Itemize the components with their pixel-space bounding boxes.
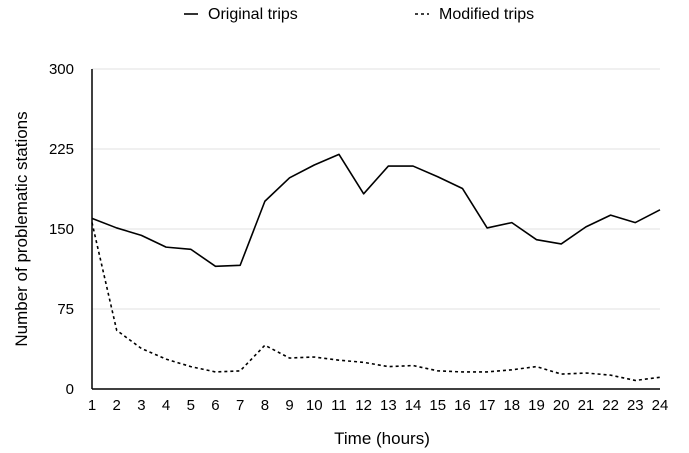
x-tick-label: 5 <box>187 397 195 414</box>
x-tick-label: 21 <box>578 397 595 414</box>
x-tick-label: 18 <box>503 397 520 414</box>
x-tick-label: 15 <box>429 397 446 414</box>
x-tick-label: 14 <box>405 397 422 414</box>
y-tick-label: 0 <box>66 381 74 398</box>
series-line-original-trips <box>91 153 661 268</box>
x-tick-label: 22 <box>602 397 619 414</box>
grid <box>92 68 660 310</box>
x-axis-title: Time (hours) <box>334 429 430 448</box>
series-lines <box>91 153 661 382</box>
y-tick-labels: 0 75 150 225 300 <box>49 61 74 398</box>
legend-label: Original trips <box>208 6 298 23</box>
series-line-modified-trips <box>91 222 661 382</box>
x-tick-label: 24 <box>652 397 669 414</box>
x-tick-labels: 1 2 3 4 5 6 7 8 9 10 11 12 13 14 15 16 17 18 19 20 21 22 23 24 <box>88 397 669 414</box>
x-tick-label: 6 <box>211 397 219 414</box>
x-tick-label: 19 <box>528 397 545 414</box>
y-axis-title: Number of problematic stations <box>12 111 31 346</box>
x-tick-label: 2 <box>113 397 121 414</box>
x-tick-label: 12 <box>355 397 372 414</box>
x-tick-label: 20 <box>553 397 570 414</box>
x-tick-label: 4 <box>162 397 170 414</box>
x-tick-label: 11 <box>331 397 347 414</box>
axes <box>91 69 660 390</box>
y-tick-label: 75 <box>57 301 74 318</box>
x-tick-label: 13 <box>380 397 397 414</box>
x-tick-label: 9 <box>285 397 293 414</box>
x-tick-label: 23 <box>627 397 644 414</box>
x-tick-label: 17 <box>479 397 496 414</box>
y-tick-label: 225 <box>49 141 74 158</box>
legend-label: Modified trips <box>439 6 534 23</box>
x-tick-label: 7 <box>236 397 244 414</box>
x-tick-label: 3 <box>137 397 145 414</box>
x-tick-label: 10 <box>306 397 323 414</box>
legend: Original trips Modified trips <box>184 6 534 23</box>
y-tick-label: 300 <box>49 61 74 78</box>
y-tick-label: 150 <box>49 221 74 238</box>
x-tick-label: 8 <box>261 397 269 414</box>
x-tick-label: 1 <box>88 397 96 414</box>
x-tick-label: 16 <box>454 397 471 414</box>
